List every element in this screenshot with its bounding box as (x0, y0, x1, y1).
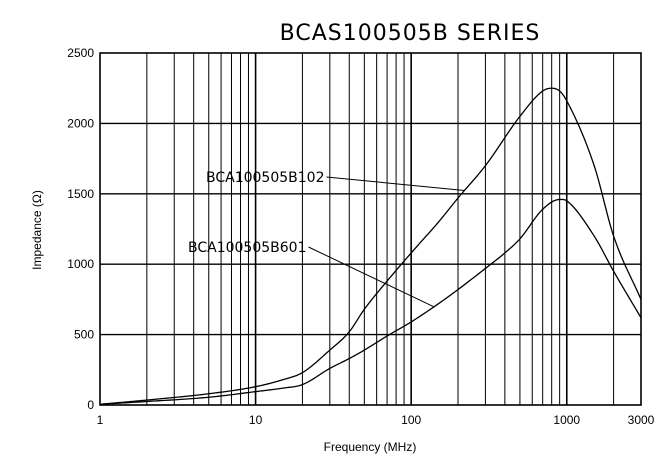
x-tick-label: 1000 (553, 413, 580, 427)
x-tick-label: 10 (249, 413, 263, 427)
chart-title: BCAS100505B SERIES (280, 21, 541, 46)
series-annotation-label: BCA100505B601 (188, 240, 306, 256)
y-tick-label: 2500 (67, 46, 94, 60)
y-axis-label: Impedance (Ω) (30, 190, 44, 270)
x-axis-label: Frequency (MHz) (324, 440, 417, 454)
grid (100, 53, 641, 405)
tick-labels: 0 500 1000 1500 2000 2500 1 10 100 1000 3000 (67, 46, 654, 427)
y-tick-label: 1000 (67, 257, 94, 271)
y-tick-label: 500 (74, 328, 94, 342)
x-tick-label: 3000 (628, 413, 655, 427)
x-tick-label: 100 (401, 413, 421, 427)
series-annotations: BCA100505B102 BCA100505B601 (188, 170, 465, 308)
series-line-1 (99, 87, 642, 405)
y-tick-label: 1500 (67, 187, 94, 201)
y-tick-label: 2000 (67, 116, 94, 130)
annotation-leader-line (308, 246, 435, 308)
y-tick-label: 0 (87, 398, 94, 412)
series-line-2 (99, 198, 642, 405)
series-annotation-label: BCA100505B102 (206, 170, 324, 186)
plot-frame (99, 52, 642, 406)
curves (99, 87, 642, 405)
annotation-leader-line (326, 176, 465, 191)
x-tick-label: 1 (97, 413, 104, 427)
